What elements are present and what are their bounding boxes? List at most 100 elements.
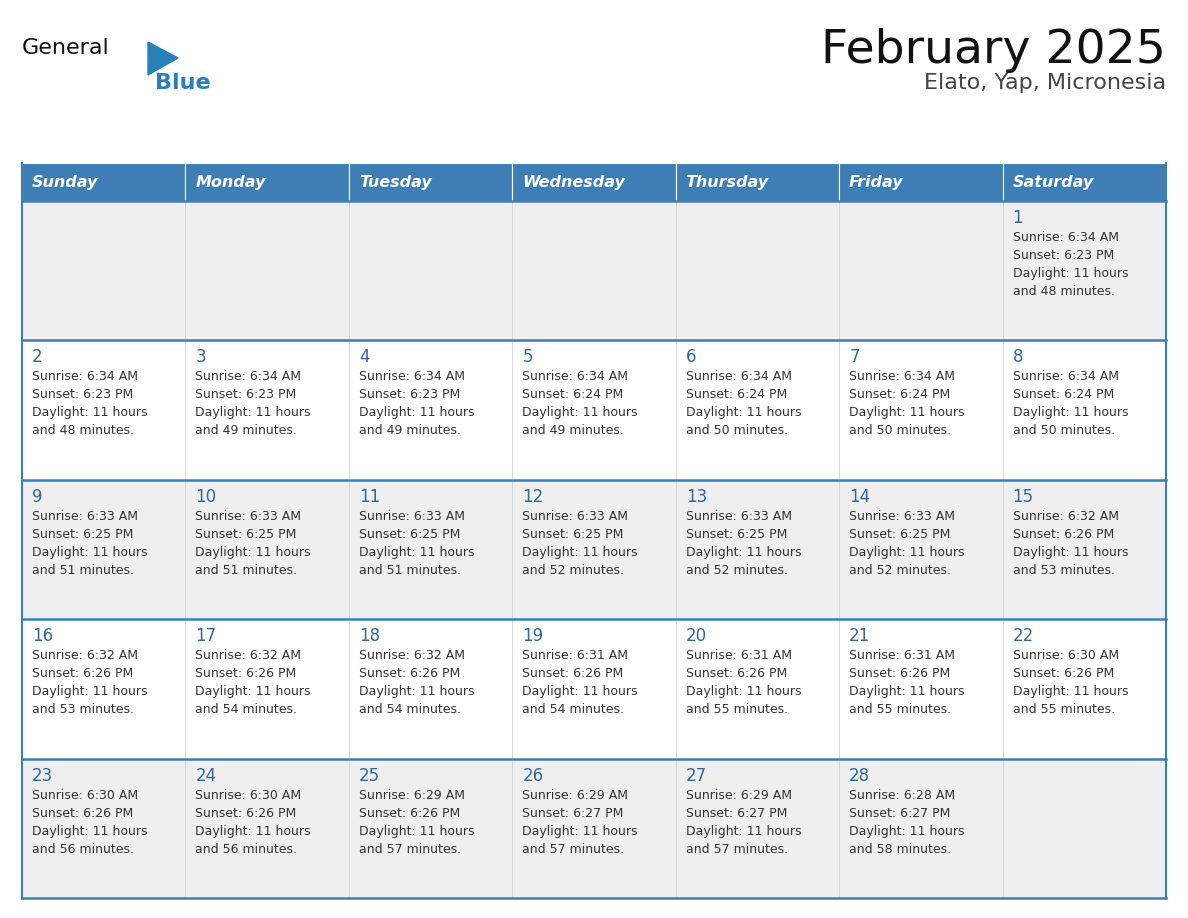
Text: 27: 27 xyxy=(685,767,707,785)
Text: 26: 26 xyxy=(523,767,543,785)
Text: and 52 minutes.: and 52 minutes. xyxy=(523,564,624,577)
Text: and 52 minutes.: and 52 minutes. xyxy=(849,564,952,577)
Text: Daylight: 11 hours: Daylight: 11 hours xyxy=(196,824,311,837)
Text: Sunset: 6:23 PM: Sunset: 6:23 PM xyxy=(32,388,133,401)
Bar xyxy=(23,163,185,201)
Text: 1: 1 xyxy=(1012,209,1023,227)
Bar xyxy=(512,163,676,201)
Text: Sunset: 6:26 PM: Sunset: 6:26 PM xyxy=(359,667,460,680)
Text: Sunrise: 6:33 AM: Sunrise: 6:33 AM xyxy=(196,509,302,522)
Bar xyxy=(512,758,676,898)
Text: and 55 minutes.: and 55 minutes. xyxy=(849,703,952,716)
Text: Daylight: 11 hours: Daylight: 11 hours xyxy=(359,824,474,837)
Text: Sunrise: 6:31 AM: Sunrise: 6:31 AM xyxy=(685,649,791,662)
Text: Sunrise: 6:33 AM: Sunrise: 6:33 AM xyxy=(685,509,791,522)
Text: 20: 20 xyxy=(685,627,707,645)
Text: Daylight: 11 hours: Daylight: 11 hours xyxy=(32,685,147,699)
Text: Sunset: 6:23 PM: Sunset: 6:23 PM xyxy=(196,388,297,401)
Text: and 54 minutes.: and 54 minutes. xyxy=(359,703,461,716)
Text: Daylight: 11 hours: Daylight: 11 hours xyxy=(523,407,638,420)
Text: and 49 minutes.: and 49 minutes. xyxy=(196,424,297,437)
Text: and 58 minutes.: and 58 minutes. xyxy=(849,843,952,856)
Text: 18: 18 xyxy=(359,627,380,645)
Text: 9: 9 xyxy=(32,487,43,506)
Bar xyxy=(349,758,512,898)
Text: Daylight: 11 hours: Daylight: 11 hours xyxy=(359,546,474,559)
Bar xyxy=(512,201,676,341)
Text: Sunset: 6:24 PM: Sunset: 6:24 PM xyxy=(685,388,786,401)
Bar xyxy=(1003,201,1165,341)
Text: Daylight: 11 hours: Daylight: 11 hours xyxy=(849,546,965,559)
Text: and 51 minutes.: and 51 minutes. xyxy=(32,564,134,577)
Bar xyxy=(349,201,512,341)
Text: Sunset: 6:26 PM: Sunset: 6:26 PM xyxy=(1012,667,1114,680)
Text: Daylight: 11 hours: Daylight: 11 hours xyxy=(1012,267,1129,280)
Text: Thursday: Thursday xyxy=(685,174,769,189)
Text: and 55 minutes.: and 55 minutes. xyxy=(685,703,788,716)
Text: Sunset: 6:23 PM: Sunset: 6:23 PM xyxy=(359,388,460,401)
Bar xyxy=(1003,341,1165,480)
Text: 5: 5 xyxy=(523,349,532,366)
Text: Daylight: 11 hours: Daylight: 11 hours xyxy=(685,407,801,420)
Text: Sunrise: 6:29 AM: Sunrise: 6:29 AM xyxy=(685,789,791,801)
Text: Daylight: 11 hours: Daylight: 11 hours xyxy=(1012,685,1129,699)
Polygon shape xyxy=(148,42,178,75)
Text: Sunday: Sunday xyxy=(32,174,99,189)
Text: 16: 16 xyxy=(32,627,53,645)
Text: and 54 minutes.: and 54 minutes. xyxy=(196,703,297,716)
Text: 4: 4 xyxy=(359,349,369,366)
Text: 6: 6 xyxy=(685,349,696,366)
Text: Sunset: 6:24 PM: Sunset: 6:24 PM xyxy=(523,388,624,401)
Bar xyxy=(23,480,185,620)
Text: Sunset: 6:24 PM: Sunset: 6:24 PM xyxy=(849,388,950,401)
Text: and 50 minutes.: and 50 minutes. xyxy=(685,424,788,437)
Text: Sunrise: 6:34 AM: Sunrise: 6:34 AM xyxy=(196,370,302,384)
Bar xyxy=(349,620,512,758)
Text: Sunset: 6:25 PM: Sunset: 6:25 PM xyxy=(685,528,788,541)
Text: Monday: Monday xyxy=(196,174,266,189)
Bar xyxy=(839,758,1003,898)
Text: 22: 22 xyxy=(1012,627,1034,645)
Text: Sunrise: 6:30 AM: Sunrise: 6:30 AM xyxy=(196,789,302,801)
Text: 12: 12 xyxy=(523,487,544,506)
Bar xyxy=(1003,620,1165,758)
Text: and 49 minutes.: and 49 minutes. xyxy=(359,424,461,437)
Text: Sunset: 6:23 PM: Sunset: 6:23 PM xyxy=(1012,249,1114,262)
Text: and 48 minutes.: and 48 minutes. xyxy=(32,424,134,437)
Text: Sunset: 6:25 PM: Sunset: 6:25 PM xyxy=(196,528,297,541)
Text: and 55 minutes.: and 55 minutes. xyxy=(1012,703,1114,716)
Text: and 50 minutes.: and 50 minutes. xyxy=(1012,424,1114,437)
Text: Saturday: Saturday xyxy=(1012,174,1094,189)
Text: and 57 minutes.: and 57 minutes. xyxy=(359,843,461,856)
Bar xyxy=(676,163,839,201)
Text: Sunset: 6:26 PM: Sunset: 6:26 PM xyxy=(1012,528,1114,541)
Text: Sunset: 6:25 PM: Sunset: 6:25 PM xyxy=(359,528,460,541)
Text: Sunrise: 6:32 AM: Sunrise: 6:32 AM xyxy=(359,649,465,662)
Text: 8: 8 xyxy=(1012,349,1023,366)
Text: Sunrise: 6:32 AM: Sunrise: 6:32 AM xyxy=(196,649,302,662)
Bar xyxy=(349,341,512,480)
Bar xyxy=(839,163,1003,201)
Text: Daylight: 11 hours: Daylight: 11 hours xyxy=(849,685,965,699)
Text: Sunset: 6:24 PM: Sunset: 6:24 PM xyxy=(1012,388,1114,401)
Text: Sunrise: 6:33 AM: Sunrise: 6:33 AM xyxy=(849,509,955,522)
Text: Daylight: 11 hours: Daylight: 11 hours xyxy=(685,685,801,699)
Text: Daylight: 11 hours: Daylight: 11 hours xyxy=(32,407,147,420)
Text: Sunrise: 6:33 AM: Sunrise: 6:33 AM xyxy=(359,509,465,522)
Bar xyxy=(676,758,839,898)
Bar xyxy=(676,341,839,480)
Text: 10: 10 xyxy=(196,487,216,506)
Bar xyxy=(839,341,1003,480)
Text: and 51 minutes.: and 51 minutes. xyxy=(196,564,297,577)
Text: Sunrise: 6:30 AM: Sunrise: 6:30 AM xyxy=(32,789,138,801)
Text: 7: 7 xyxy=(849,349,860,366)
Bar xyxy=(23,341,185,480)
Text: 25: 25 xyxy=(359,767,380,785)
Bar xyxy=(512,341,676,480)
Text: 13: 13 xyxy=(685,487,707,506)
Text: 28: 28 xyxy=(849,767,871,785)
Bar xyxy=(23,620,185,758)
Bar xyxy=(839,201,1003,341)
Text: 14: 14 xyxy=(849,487,871,506)
Text: Sunrise: 6:31 AM: Sunrise: 6:31 AM xyxy=(523,649,628,662)
